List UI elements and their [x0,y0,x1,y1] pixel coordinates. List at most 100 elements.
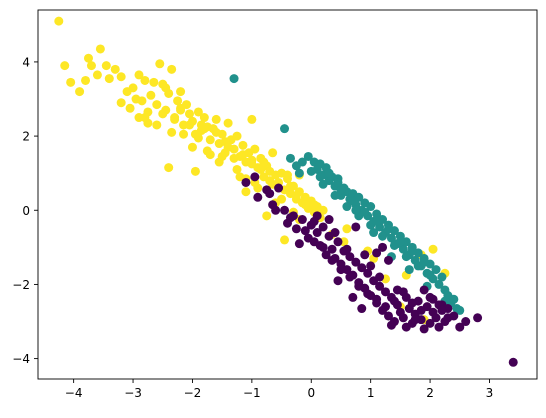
data-point [235,172,245,182]
data-point [247,114,257,124]
data-point [428,294,438,304]
data-point [137,96,147,106]
data-point [176,87,186,97]
data-point [327,244,337,254]
data-point [366,202,376,212]
data-point [351,205,361,215]
data-point [336,185,346,195]
data-point [128,83,138,93]
data-point [104,74,114,84]
plot-frame [37,9,538,380]
data-point [357,304,367,314]
data-point [378,231,388,241]
x-tick-label: −3 [124,386,142,400]
data-point [336,265,346,275]
data-point [167,127,177,137]
data-point [419,324,429,334]
y-tick-label: −4 [12,352,30,366]
data-point [125,103,135,113]
data-point [372,209,382,219]
data-point [333,237,343,247]
data-point [419,257,429,267]
data-point [342,224,352,234]
data-point [318,222,328,232]
data-point [351,222,361,232]
data-point [309,200,319,210]
data-point [378,242,388,252]
data-point [324,215,334,225]
data-point [265,176,275,186]
data-point [250,172,260,182]
data-point [401,292,411,302]
data-point [116,98,126,108]
data-point [291,224,301,234]
data-point [285,181,295,191]
data-point [351,257,361,267]
data-point [404,265,414,275]
data-point [300,200,310,210]
data-point [434,322,444,332]
data-point [455,322,465,332]
data-point [318,179,328,189]
data-point [508,357,518,367]
data-point [116,72,126,82]
data-point [312,228,322,238]
data-point [383,311,393,321]
data-point [193,107,203,117]
data-point [184,120,194,130]
data-point [321,250,331,260]
data-point [345,252,355,262]
data-point [280,205,290,215]
data-point [333,276,343,286]
data-point [170,114,180,124]
data-point [152,100,162,110]
data-point [179,129,189,139]
data-point [410,315,420,325]
data-point [360,207,370,217]
data-point [303,151,313,161]
data-point [83,53,93,63]
data-point [363,268,373,278]
data-point [217,151,227,161]
data-point [327,255,337,265]
data-point [223,142,233,152]
data-point [164,163,174,173]
data-point [158,109,168,119]
data-point [161,83,171,93]
data-point [232,164,242,174]
data-point [101,61,111,71]
data-point [383,224,393,234]
data-point [431,313,441,323]
data-point [66,77,76,87]
points-layer [54,16,518,367]
data-point [372,248,382,258]
data-point [95,44,105,54]
data-point [253,192,263,202]
data-point [375,281,385,291]
data-point [173,96,183,106]
data-point [140,113,150,123]
data-point [342,244,352,254]
data-point [241,187,251,197]
data-point [211,127,221,137]
data-point [425,318,435,328]
data-point [184,109,194,119]
data-point [187,142,197,152]
data-point [381,287,391,297]
data-point [381,302,391,312]
data-point [300,226,310,236]
data-point [372,294,382,304]
data-point [348,196,358,206]
data-point [401,252,411,262]
data-point [392,285,402,295]
data-point [110,64,120,74]
data-point [437,305,447,315]
data-point [238,150,248,160]
data-point [398,313,408,323]
data-point [354,281,364,291]
data-point [223,118,233,128]
data-point [383,255,393,265]
data-point [375,272,385,282]
data-point [369,228,379,238]
